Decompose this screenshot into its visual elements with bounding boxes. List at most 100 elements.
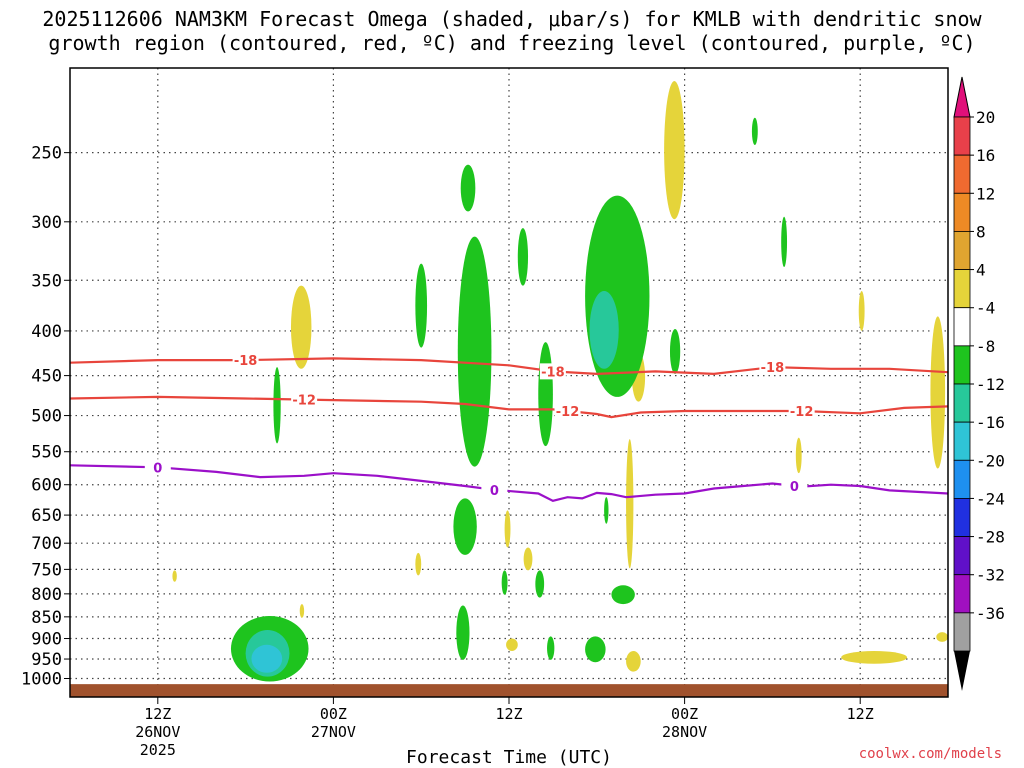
omega-region-25 bbox=[585, 195, 650, 397]
xtick-label: 12Z bbox=[495, 705, 522, 723]
ytick-label: 300 bbox=[31, 213, 62, 233]
ytick-label: 800 bbox=[31, 585, 62, 605]
ytick-label: 700 bbox=[31, 534, 62, 554]
omega-region-14 bbox=[172, 570, 177, 582]
colorbar-swatch bbox=[953, 116, 971, 156]
omega-region-6 bbox=[795, 437, 802, 474]
ytick-label: 500 bbox=[31, 407, 62, 427]
omega-region-26 bbox=[589, 290, 619, 369]
omega-region-7 bbox=[936, 632, 948, 642]
contour-label-bg bbox=[759, 359, 786, 376]
colorbar-swatch bbox=[953, 192, 971, 232]
chart-title-line1: 2025112606 NAM3KM Forecast Omega (shaded… bbox=[42, 7, 982, 31]
contour-label-bg bbox=[144, 459, 171, 476]
grid bbox=[70, 68, 948, 697]
omega-region-18 bbox=[251, 644, 283, 673]
ground-strip bbox=[70, 684, 948, 697]
contour-label: -18 bbox=[541, 365, 565, 380]
xtick-label: 2025 bbox=[140, 741, 176, 759]
y-axis: 2503003504004505005506006507007508008509… bbox=[21, 144, 70, 689]
colorbar-label: -28 bbox=[976, 528, 1005, 547]
colorbar-swatch bbox=[953, 421, 971, 461]
omega-region-12 bbox=[504, 510, 511, 548]
omega-region-37 bbox=[604, 497, 609, 524]
colorbar-swatch bbox=[953, 459, 971, 499]
ytick-label: 250 bbox=[31, 144, 62, 164]
contour-label: 0 bbox=[490, 484, 499, 499]
contour-label-bg bbox=[539, 363, 566, 380]
colorbar-swatch bbox=[953, 307, 971, 347]
colorbar: 20 16 12 8 4 -4 -8 -12 -16 -20 -24 -28 -32 -36 bbox=[953, 76, 1005, 691]
ytick-label: 450 bbox=[31, 367, 62, 387]
contour-label: -18 bbox=[761, 361, 785, 376]
colorbar-label: -20 bbox=[976, 451, 1005, 470]
colorbar-label: 4 bbox=[976, 261, 986, 280]
colorbar-swatch bbox=[953, 536, 971, 576]
omega-region-35 bbox=[585, 636, 606, 663]
omega-region-4 bbox=[930, 316, 946, 469]
omega-region-28 bbox=[751, 117, 758, 145]
contour-label: -12 bbox=[556, 405, 580, 420]
colorbar-label: 8 bbox=[976, 222, 986, 241]
omega-region-30 bbox=[453, 498, 477, 555]
omega-region-31 bbox=[501, 570, 508, 595]
colorbar-label: -12 bbox=[976, 375, 1005, 394]
contour--12 bbox=[70, 395, 948, 419]
omega-region-1 bbox=[664, 81, 685, 220]
omega-regions bbox=[172, 81, 948, 682]
xtick-label: 00Z bbox=[320, 705, 347, 723]
ytick-label: 350 bbox=[31, 271, 62, 291]
xtick-label: 28NOV bbox=[662, 723, 707, 741]
omega-region-27 bbox=[669, 329, 681, 374]
colorbar-swatch bbox=[953, 574, 971, 614]
contour-label-bg bbox=[481, 481, 508, 498]
colorbar-label: -24 bbox=[976, 489, 1005, 508]
omega-region-0 bbox=[290, 285, 312, 369]
colorbar-swatch bbox=[953, 612, 971, 652]
colorbar-label: -16 bbox=[976, 413, 1005, 432]
omega-region-13 bbox=[415, 552, 422, 576]
omega-region-36 bbox=[611, 585, 635, 605]
omega-region-9 bbox=[626, 650, 641, 672]
ytick-label: 1000 bbox=[21, 669, 62, 689]
colorbar-bottom-arrow bbox=[954, 651, 970, 691]
omega-region-22 bbox=[457, 236, 492, 467]
omega-region-21 bbox=[460, 164, 476, 212]
omega-region-29 bbox=[781, 216, 788, 268]
xtick-label: 12Z bbox=[847, 705, 874, 723]
ytick-label: 750 bbox=[31, 560, 62, 580]
colorbar-swatch bbox=[953, 383, 971, 423]
contour-label: 0 bbox=[790, 480, 799, 495]
omega-region-10 bbox=[506, 638, 518, 651]
omega-region-3 bbox=[626, 439, 634, 569]
colorbar-label: -32 bbox=[976, 566, 1005, 585]
colorbar-label: 12 bbox=[976, 184, 995, 203]
ytick-label: 650 bbox=[31, 506, 62, 526]
omega-region-23 bbox=[517, 228, 529, 286]
omega-region-8 bbox=[841, 650, 908, 664]
ytick-label: 900 bbox=[31, 630, 62, 650]
colorbar-label: -36 bbox=[976, 604, 1005, 623]
omega-region-33 bbox=[535, 570, 545, 598]
credit-link[interactable]: coolwx.com/models bbox=[858, 746, 1002, 762]
x-axis-title: Forecast Time (UTC) bbox=[406, 747, 612, 768]
colorbar-label: -4 bbox=[976, 299, 995, 318]
xtick-label: 00Z bbox=[671, 705, 698, 723]
colorbar-swatch bbox=[953, 231, 971, 270]
ytick-label: 600 bbox=[31, 476, 62, 496]
omega-region-5 bbox=[858, 290, 865, 331]
colorbar-label: 20 bbox=[976, 108, 995, 127]
chart-title-line2: growth region (contoured, red, ºC) and f… bbox=[48, 31, 976, 55]
contour-label: -12 bbox=[790, 405, 814, 420]
omega-region-19 bbox=[273, 367, 281, 444]
contour-label-bg bbox=[788, 402, 815, 419]
colorbar-label: -8 bbox=[976, 337, 995, 356]
ytick-label: 400 bbox=[31, 322, 62, 342]
omega-region-11 bbox=[523, 547, 533, 571]
omega-region-15 bbox=[299, 604, 305, 618]
contour-label-bg bbox=[781, 477, 808, 494]
contour-label: 0 bbox=[153, 461, 162, 476]
colorbar-top-arrow bbox=[953, 76, 971, 118]
